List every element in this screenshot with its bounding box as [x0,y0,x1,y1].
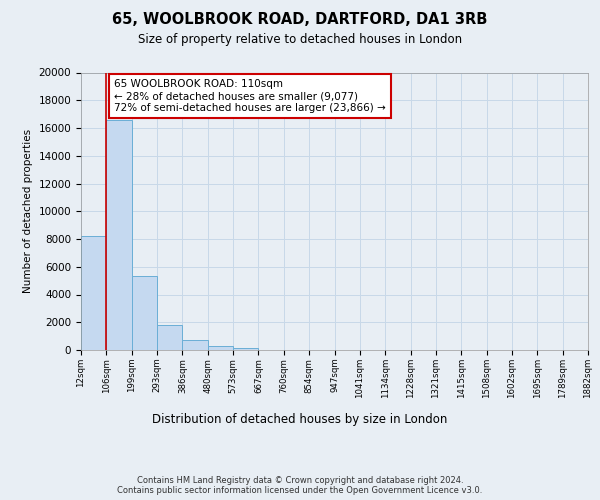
Text: Distribution of detached houses by size in London: Distribution of detached houses by size … [152,412,448,426]
Text: Contains HM Land Registry data © Crown copyright and database right 2024.
Contai: Contains HM Land Registry data © Crown c… [118,476,482,495]
Bar [157,325,182,350]
Text: Size of property relative to detached houses in London: Size of property relative to detached ho… [138,32,462,46]
Bar [132,276,157,350]
Bar [81,236,106,350]
Text: 65 WOOLBROOK ROAD: 110sqm
← 28% of detached houses are smaller (9,077)
72% of se: 65 WOOLBROOK ROAD: 110sqm ← 28% of detac… [114,80,386,112]
Bar [182,340,208,350]
Bar [208,346,233,350]
Bar [106,120,132,350]
Y-axis label: Number of detached properties: Number of detached properties [23,129,33,294]
Text: 65, WOOLBROOK ROAD, DARTFORD, DA1 3RB: 65, WOOLBROOK ROAD, DARTFORD, DA1 3RB [112,12,488,28]
Bar [233,348,259,350]
